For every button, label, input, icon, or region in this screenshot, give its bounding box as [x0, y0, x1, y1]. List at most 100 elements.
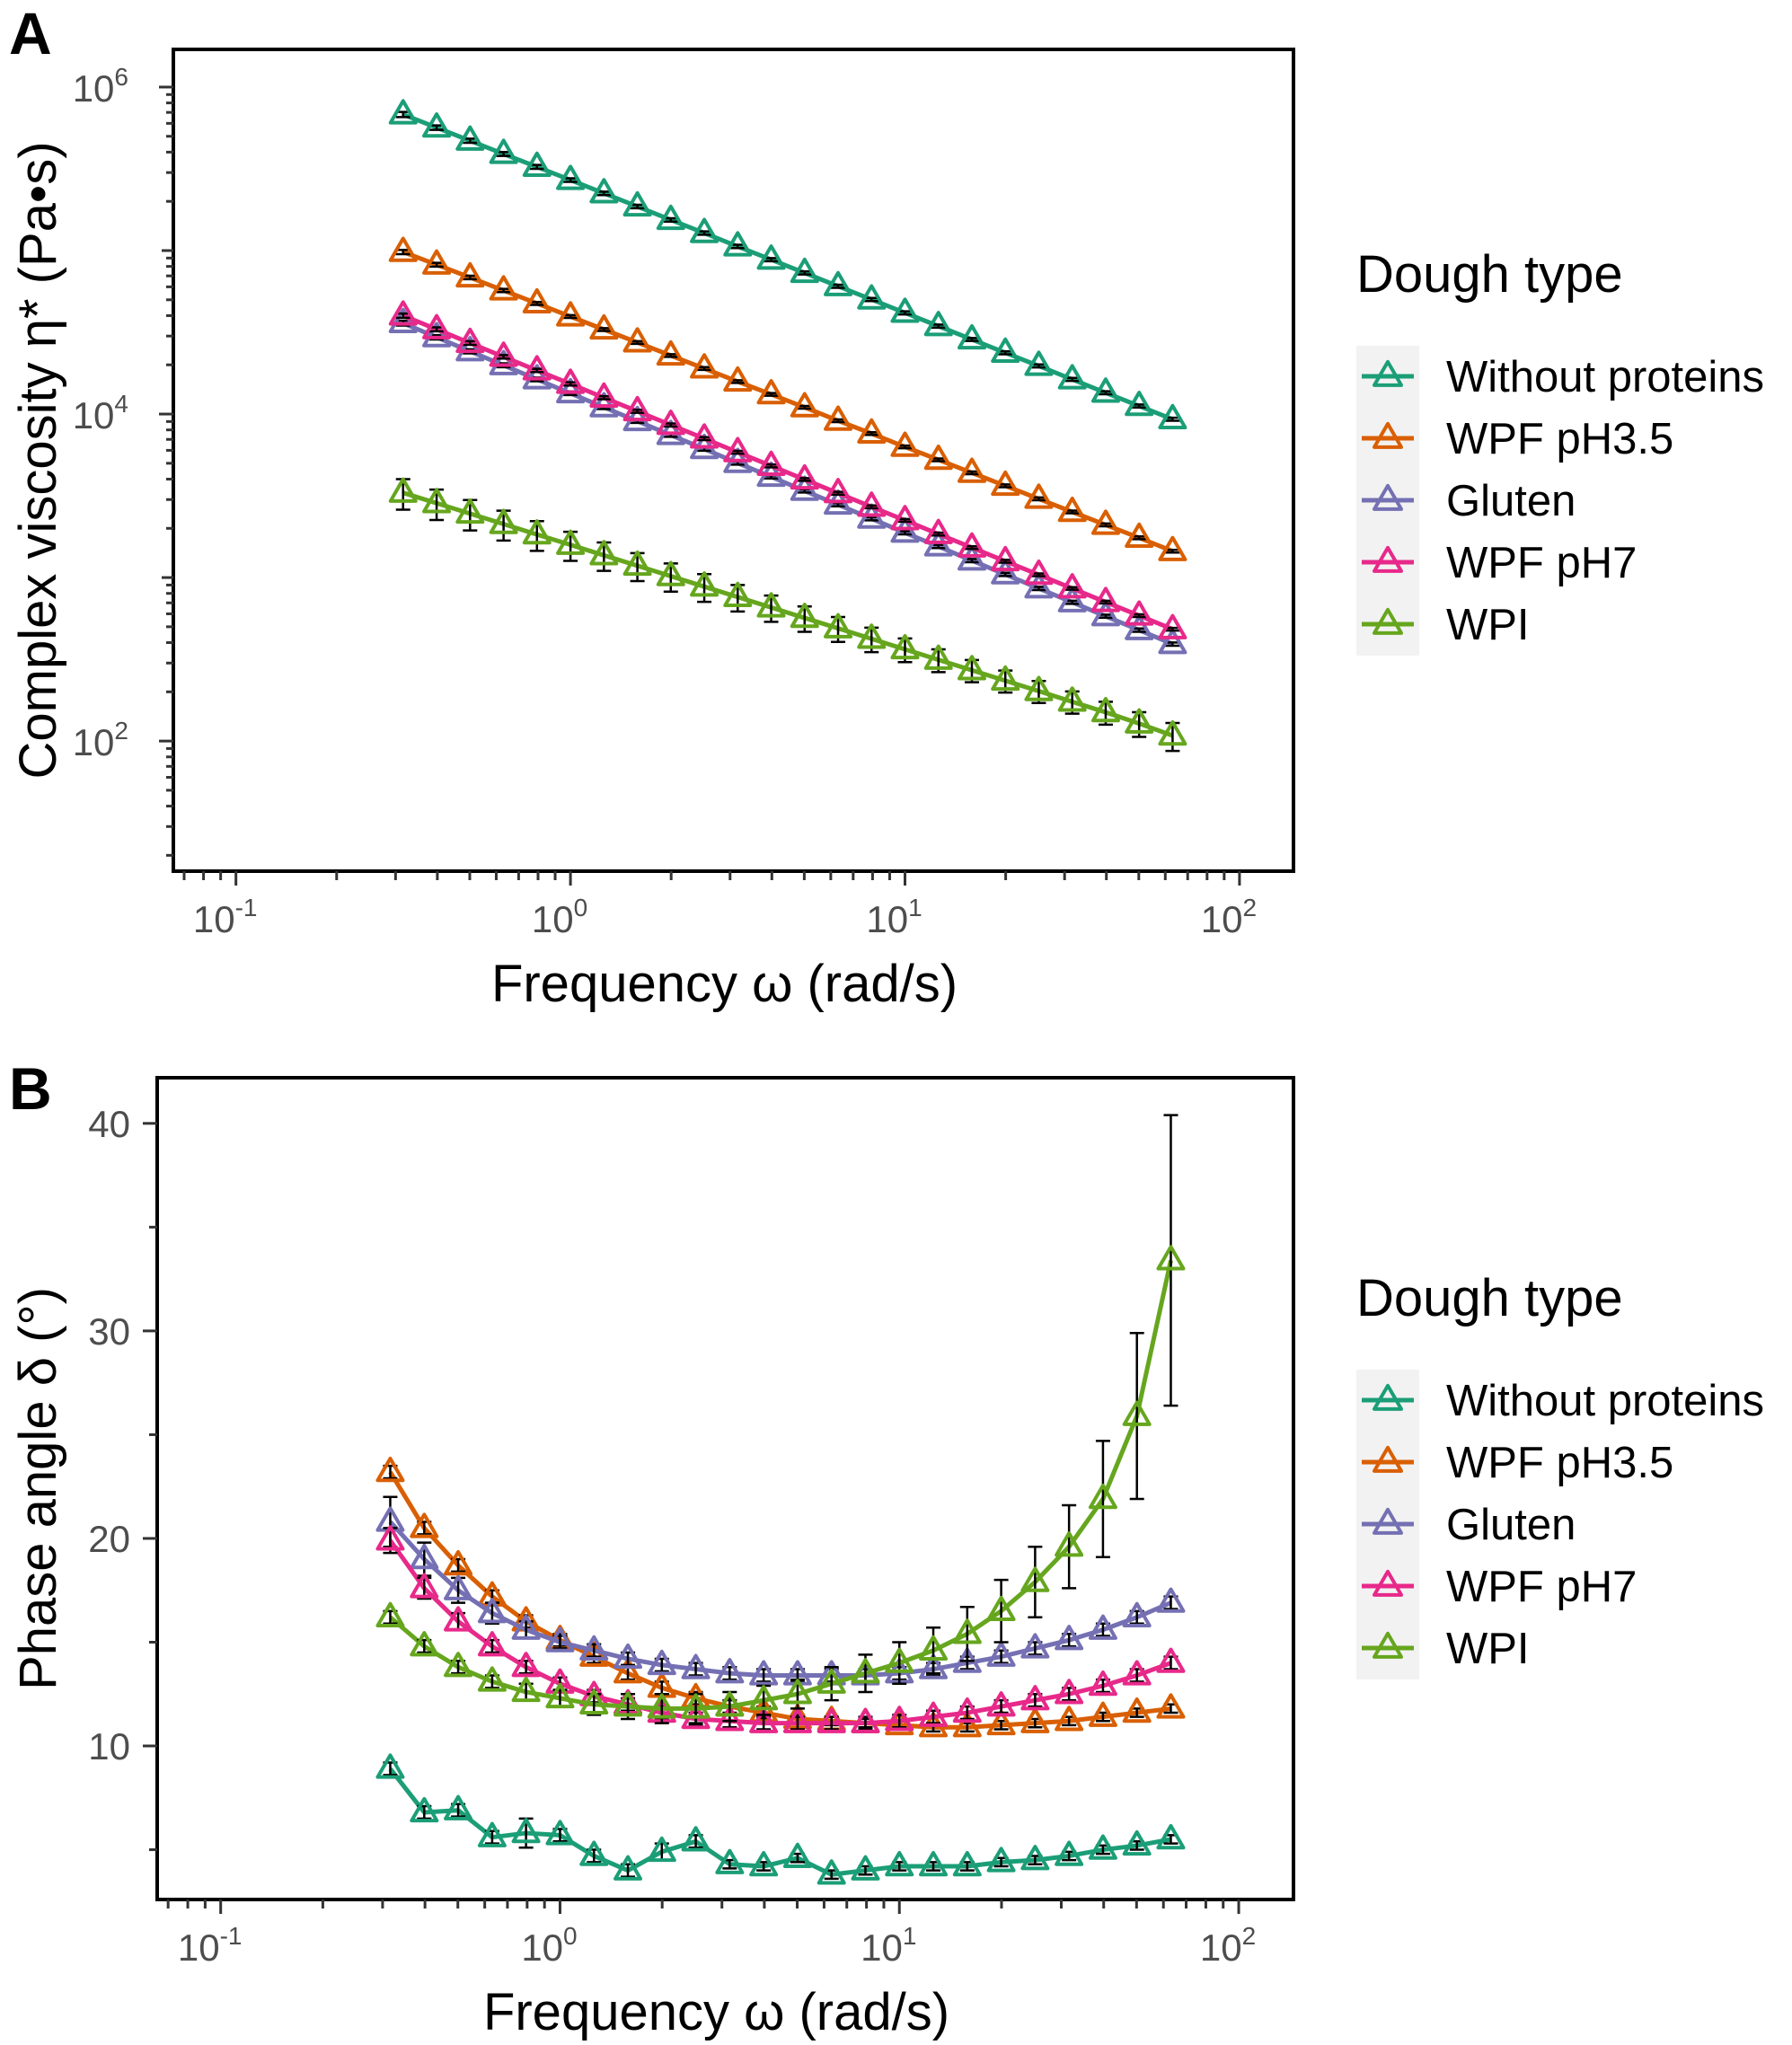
data-point	[1024, 350, 1054, 376]
legend-label: Without proteins	[1446, 1377, 1764, 1425]
data-point	[522, 151, 552, 178]
legend-label: WPF pH3.5	[1446, 1439, 1673, 1487]
data-point	[1020, 1633, 1050, 1659]
panel-b-letter: B	[9, 1055, 52, 1122]
data-point	[756, 450, 786, 476]
legend-label: WPI	[1446, 1625, 1530, 1673]
legend: Dough type Without proteins WPF pH3.5 Glute…	[1356, 1269, 1764, 1679]
x-tick-exponent: 2	[1242, 1922, 1257, 1950]
y-tick-label: 102	[73, 717, 128, 763]
data-point	[589, 178, 619, 204]
data-point	[890, 505, 920, 531]
legend-item-wpf-ph35: WPF pH3.5	[1362, 1439, 1673, 1487]
data-point	[723, 366, 753, 392]
data-point	[919, 1701, 949, 1727]
y-tick-exponent: 2	[114, 717, 128, 745]
data-point	[1088, 1834, 1117, 1860]
series-line	[388, 1520, 1172, 1678]
legend-key-marker	[1373, 483, 1403, 511]
y-tick-label: 40	[88, 1103, 130, 1145]
data-point	[790, 257, 819, 284]
data-point	[477, 1598, 507, 1624]
data-point	[388, 99, 418, 125]
data-point	[477, 1666, 507, 1692]
data-point	[749, 1707, 779, 1733]
legend-item-wpi: WPI	[1362, 1625, 1530, 1673]
data-point	[1055, 1706, 1084, 1732]
data-point	[885, 1850, 914, 1877]
legend-item-wpf-ph7: WPF pH7	[1362, 539, 1637, 587]
series-line	[388, 1767, 1171, 1877]
data-point	[522, 519, 552, 545]
series-line	[388, 1259, 1173, 1711]
data-point	[1122, 1697, 1152, 1723]
data-point	[656, 560, 685, 586]
data-point	[444, 1574, 473, 1600]
data-point	[817, 1668, 846, 1694]
data-point	[1158, 719, 1187, 746]
data-point	[817, 1707, 846, 1733]
data-point	[647, 1693, 676, 1719]
legend-key-marker	[1373, 421, 1403, 449]
data-point	[857, 284, 887, 310]
legend-label: WPF pH3.5	[1446, 415, 1673, 463]
data-point	[1024, 483, 1054, 509]
data-point	[388, 236, 418, 262]
data-point	[851, 1658, 880, 1684]
data-point	[1055, 1531, 1084, 1557]
data-point	[489, 275, 518, 301]
data-point	[647, 1836, 676, 1863]
data-point	[1057, 573, 1087, 599]
data-point	[1125, 522, 1154, 549]
data-point	[690, 353, 719, 379]
x-tick-label: 101	[861, 1922, 916, 1969]
y-tick-base: 10	[73, 721, 115, 763]
data-point	[1055, 1840, 1084, 1866]
data-point	[545, 1682, 575, 1709]
data-point	[857, 623, 887, 649]
data-point	[723, 231, 753, 257]
legend: Dough type Without proteins WPF pH3.5 Glute…	[1356, 245, 1764, 656]
x-tick-base: 10	[521, 1926, 563, 1969]
data-point	[511, 1676, 541, 1703]
legend-label: Gluten	[1446, 477, 1576, 525]
data-point	[1024, 675, 1054, 701]
data-point	[723, 581, 753, 607]
data-point	[1125, 708, 1154, 734]
y-axis-title: Phase angle δ (°)	[9, 1287, 67, 1690]
data-point	[715, 1691, 745, 1717]
data-point	[991, 545, 1020, 572]
y-tick-label: 20	[88, 1518, 130, 1560]
data-point	[957, 457, 986, 483]
data-point	[455, 336, 485, 362]
data-point	[410, 1573, 439, 1599]
series-line	[402, 490, 1174, 738]
data-point	[589, 382, 619, 408]
data-point	[890, 297, 920, 323]
x-tick-label: 100	[521, 1922, 577, 1969]
data-point	[656, 204, 685, 231]
legend-label: Gluten	[1446, 1501, 1576, 1549]
data-point	[556, 368, 586, 394]
data-point	[1158, 613, 1187, 639]
data-point	[991, 337, 1020, 364]
data-point	[1090, 377, 1120, 403]
x-tick-exponent: -1	[235, 894, 258, 921]
data-point	[782, 1679, 812, 1705]
data-point	[1122, 1660, 1152, 1686]
data-point	[952, 1850, 982, 1877]
series-wpf-ph7	[388, 300, 1187, 639]
x-axis-title: Frequency ω (rad/s)	[483, 1983, 949, 2041]
y-tick-label: 30	[88, 1310, 130, 1353]
data-point	[1088, 1614, 1117, 1640]
data-point	[957, 655, 986, 681]
data-point	[410, 1544, 439, 1570]
y-axis-ticks	[159, 85, 173, 857]
data-point	[756, 379, 786, 405]
data-point	[923, 311, 953, 337]
data-point	[522, 364, 552, 390]
y-tick-label: 106	[73, 63, 128, 110]
legend-item-gluten: Gluten	[1362, 1501, 1576, 1549]
legend-label: Without proteins	[1446, 353, 1764, 401]
